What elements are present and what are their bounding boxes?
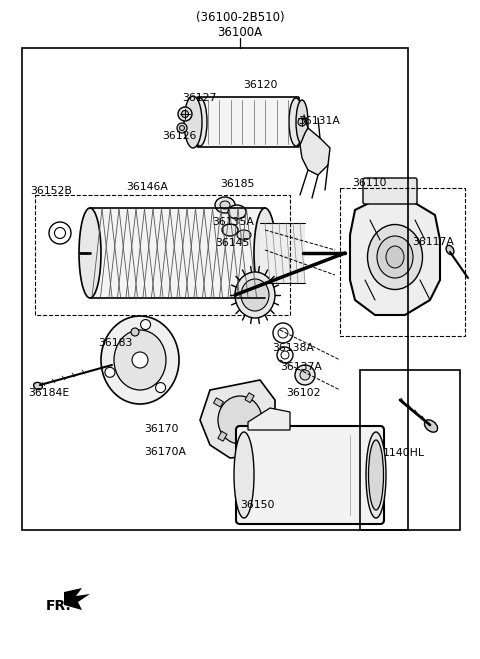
Ellipse shape <box>235 272 275 318</box>
Ellipse shape <box>228 205 246 219</box>
Polygon shape <box>200 380 275 458</box>
Ellipse shape <box>220 201 230 209</box>
Text: 36170A: 36170A <box>144 447 186 457</box>
Ellipse shape <box>424 420 438 432</box>
Text: 36126: 36126 <box>162 131 196 141</box>
Ellipse shape <box>368 225 422 289</box>
Bar <box>90 208 265 298</box>
Polygon shape <box>300 128 330 175</box>
Ellipse shape <box>181 111 189 117</box>
Text: 36152B: 36152B <box>30 186 72 196</box>
Polygon shape <box>248 408 290 430</box>
Text: 36100A: 36100A <box>217 26 263 38</box>
Text: 36137A: 36137A <box>280 362 322 372</box>
Bar <box>260 223 305 283</box>
Text: 36138A: 36138A <box>272 343 314 353</box>
Text: 36184E: 36184E <box>28 388 69 398</box>
Ellipse shape <box>298 118 306 126</box>
Text: 36183: 36183 <box>98 338 132 348</box>
Ellipse shape <box>446 245 454 254</box>
Ellipse shape <box>184 96 202 148</box>
Ellipse shape <box>193 98 207 146</box>
Text: 36120: 36120 <box>243 80 277 90</box>
FancyBboxPatch shape <box>197 97 299 147</box>
Ellipse shape <box>215 197 235 213</box>
Text: 36150: 36150 <box>240 500 275 510</box>
Ellipse shape <box>296 100 308 144</box>
Bar <box>340 188 465 336</box>
Bar <box>218 432 227 442</box>
Ellipse shape <box>131 328 139 336</box>
Bar <box>35 195 290 315</box>
Ellipse shape <box>156 383 166 393</box>
Polygon shape <box>350 200 440 315</box>
Ellipse shape <box>300 370 310 380</box>
FancyBboxPatch shape <box>236 426 384 524</box>
Ellipse shape <box>180 125 184 130</box>
Ellipse shape <box>114 330 166 390</box>
Ellipse shape <box>178 107 192 121</box>
Ellipse shape <box>241 279 269 311</box>
Ellipse shape <box>218 396 262 444</box>
Text: 36117A: 36117A <box>412 237 454 247</box>
Text: 1140HL: 1140HL <box>383 448 425 458</box>
Ellipse shape <box>289 98 303 146</box>
Ellipse shape <box>34 382 42 389</box>
Text: 36146A: 36146A <box>126 182 168 192</box>
Polygon shape <box>64 588 90 610</box>
Text: 36131A: 36131A <box>298 116 340 126</box>
Ellipse shape <box>234 432 254 518</box>
Text: 36145: 36145 <box>215 238 250 248</box>
Ellipse shape <box>254 208 276 298</box>
Bar <box>22 48 408 530</box>
Ellipse shape <box>295 365 315 385</box>
Text: FR.: FR. <box>46 599 72 613</box>
Text: 36170: 36170 <box>144 424 179 434</box>
Text: (36100-2B510): (36100-2B510) <box>196 11 284 24</box>
Bar <box>214 398 223 407</box>
Ellipse shape <box>79 208 101 298</box>
Ellipse shape <box>377 236 413 278</box>
Ellipse shape <box>101 316 179 404</box>
Ellipse shape <box>222 224 238 236</box>
Bar <box>249 427 259 436</box>
Ellipse shape <box>105 367 115 378</box>
Ellipse shape <box>177 123 187 133</box>
Text: 36135A: 36135A <box>212 217 254 227</box>
FancyBboxPatch shape <box>363 178 417 204</box>
Ellipse shape <box>369 440 384 510</box>
Text: 36102: 36102 <box>286 388 321 398</box>
Text: 36110: 36110 <box>352 178 386 188</box>
Ellipse shape <box>132 352 148 368</box>
Ellipse shape <box>237 230 251 240</box>
Ellipse shape <box>141 320 151 330</box>
Text: 36127: 36127 <box>182 93 216 103</box>
Text: 36185: 36185 <box>220 179 254 189</box>
Ellipse shape <box>366 432 386 518</box>
Ellipse shape <box>386 246 404 268</box>
Bar <box>245 393 254 403</box>
Bar <box>360 370 460 530</box>
